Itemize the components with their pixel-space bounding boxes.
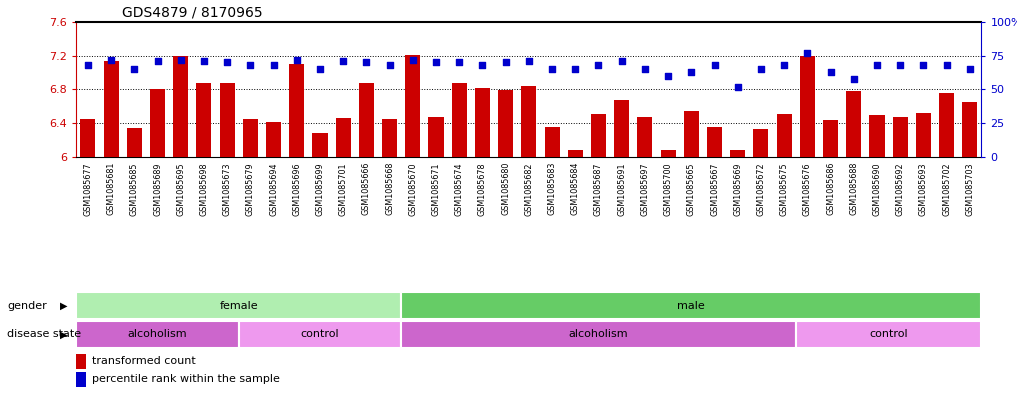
Bar [707, 127, 722, 157]
Point [173, 57, 189, 63]
Bar [893, 117, 908, 157]
Point [428, 59, 444, 65]
Bar [401, 321, 795, 348]
Bar [754, 129, 769, 157]
Point [358, 59, 374, 65]
Point [149, 58, 166, 64]
Point [219, 59, 235, 65]
Point [660, 73, 676, 79]
Point [289, 57, 305, 63]
Bar [591, 114, 606, 157]
Point [474, 62, 490, 68]
Bar [661, 151, 675, 157]
Bar [522, 86, 536, 157]
Point [312, 66, 328, 72]
Bar [266, 121, 281, 157]
Bar [498, 90, 514, 157]
Bar [567, 151, 583, 157]
Text: alcoholism: alcoholism [569, 329, 629, 340]
Point [265, 62, 282, 68]
Point [79, 62, 96, 68]
Bar [777, 114, 791, 157]
Bar [401, 292, 981, 319]
Point [962, 66, 978, 72]
Bar [359, 83, 374, 157]
Point [196, 58, 213, 64]
Bar [683, 110, 699, 157]
Bar [76, 354, 86, 369]
Bar [243, 119, 258, 157]
Point [892, 62, 908, 68]
Text: transformed count: transformed count [93, 356, 196, 366]
Bar [239, 321, 401, 348]
Bar [196, 83, 212, 157]
Point [823, 69, 839, 75]
Point [544, 66, 560, 72]
Bar [80, 119, 96, 157]
Text: disease state: disease state [7, 329, 81, 340]
Text: male: male [677, 301, 705, 311]
Text: alcoholism: alcoholism [128, 329, 187, 340]
Point [683, 69, 700, 75]
Bar [452, 83, 467, 157]
Point [497, 59, 514, 65]
Point [799, 50, 816, 56]
Bar [939, 93, 954, 157]
Text: ▶: ▶ [60, 329, 68, 340]
Text: ▶: ▶ [60, 301, 68, 311]
Point [103, 57, 119, 63]
Text: control: control [870, 329, 908, 340]
Point [567, 66, 584, 72]
Bar [312, 134, 327, 157]
Bar [336, 118, 351, 157]
Point [452, 59, 468, 65]
Bar [104, 61, 119, 157]
Bar [173, 55, 188, 157]
Bar [428, 118, 443, 157]
Text: percentile rank within the sample: percentile rank within the sample [93, 374, 280, 384]
Bar [799, 56, 815, 157]
Point [753, 66, 769, 72]
Point [381, 62, 398, 68]
Bar [127, 128, 141, 157]
Bar [846, 91, 861, 157]
Point [242, 62, 258, 68]
Point [707, 62, 723, 68]
Bar [220, 83, 235, 157]
Bar [823, 120, 838, 157]
Bar [289, 64, 304, 157]
Bar [149, 90, 165, 157]
Bar [962, 102, 977, 157]
Point [869, 62, 885, 68]
Bar [475, 88, 490, 157]
Bar [916, 113, 931, 157]
Point [521, 58, 537, 64]
Point [729, 84, 745, 90]
Point [637, 66, 653, 72]
Point [126, 66, 142, 72]
Bar [730, 151, 745, 157]
Bar [76, 321, 239, 348]
Text: gender: gender [7, 301, 47, 311]
Point [613, 58, 630, 64]
Bar [382, 119, 397, 157]
Text: female: female [220, 301, 258, 311]
Text: GDS4879 / 8170965: GDS4879 / 8170965 [122, 6, 262, 20]
Point [915, 62, 932, 68]
Point [335, 58, 351, 64]
Bar [405, 55, 420, 157]
Point [776, 62, 792, 68]
Bar [870, 115, 885, 157]
Point [939, 62, 955, 68]
Text: control: control [301, 329, 340, 340]
Bar [638, 117, 653, 157]
Point [590, 62, 606, 68]
Point [845, 75, 861, 82]
Bar [544, 127, 559, 157]
Point [405, 57, 421, 63]
Bar [76, 372, 86, 387]
Bar [76, 292, 401, 319]
Bar [614, 99, 630, 157]
Bar [795, 321, 981, 348]
